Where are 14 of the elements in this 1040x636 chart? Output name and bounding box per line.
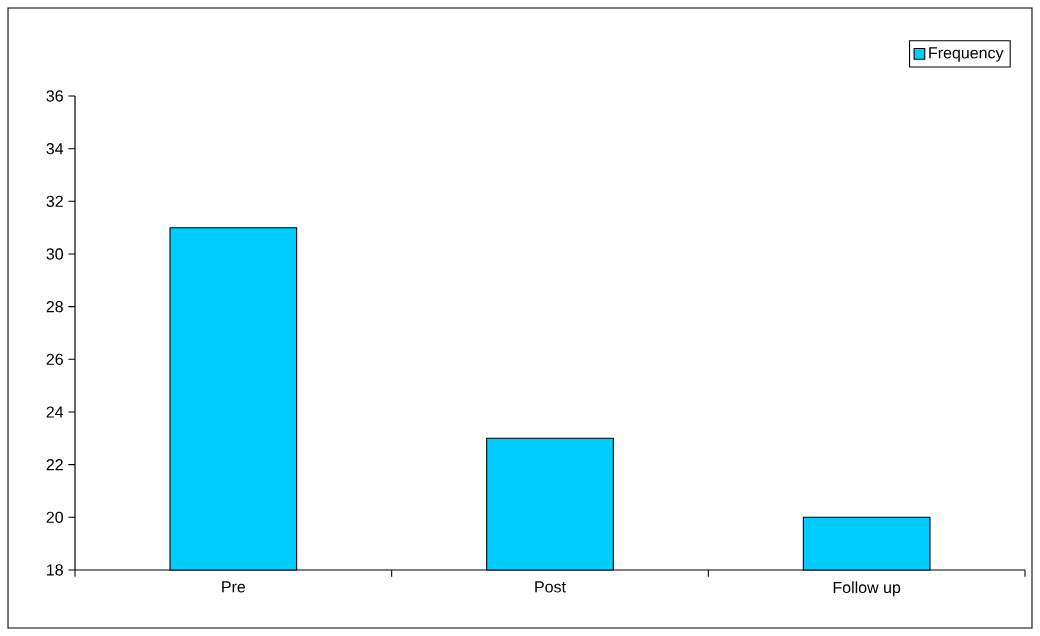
legend-label: Frequency [929,47,1004,62]
y-tick-label: 30 [46,248,64,260]
y-tick-label: 20 [46,511,64,523]
x-tick-label: Follow up [833,581,901,597]
y-tick-label: 26 [46,353,63,365]
x-tick-label: Pre [222,581,246,593]
y-tick-label: 36 [46,90,63,102]
y-tick-label: 24 [46,406,64,418]
y-tick-label: 32 [46,195,63,207]
y-tick-label: 28 [46,301,63,313]
x-tick-label: Post [535,581,566,593]
y-tick-label: 18 [47,564,63,576]
y-tick-label: 22 [46,459,63,471]
y-tick-label: 34 [46,143,64,155]
